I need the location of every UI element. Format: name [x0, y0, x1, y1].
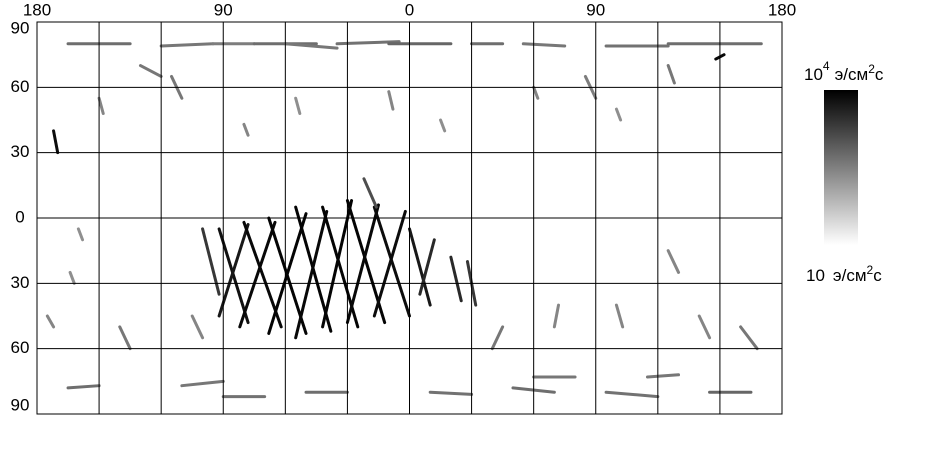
x-tick-label: 90 — [214, 0, 233, 19]
track — [408, 227, 432, 307]
track — [666, 249, 681, 274]
track — [614, 107, 623, 122]
track — [190, 314, 205, 340]
track — [97, 96, 105, 115]
track — [267, 212, 308, 335]
track — [76, 227, 85, 242]
colorbar-min-label: 10 э/см2с — [806, 263, 882, 285]
track — [217, 227, 250, 325]
colorbar-unit: э/см — [833, 266, 867, 285]
y-tick-label: 90 — [11, 18, 30, 37]
x-tick-label: 0 — [405, 0, 414, 19]
track — [449, 255, 463, 303]
colorbar — [824, 90, 858, 245]
colorbar-min-base: 10 — [806, 266, 825, 285]
track — [345, 203, 380, 325]
track — [439, 118, 447, 133]
y-tick-label: 60 — [11, 77, 30, 96]
track — [532, 85, 540, 100]
track — [180, 379, 225, 388]
track — [294, 96, 302, 115]
y-tick-label: 0 — [15, 207, 24, 226]
y-tick-label: 60 — [11, 338, 30, 357]
track — [614, 303, 625, 329]
y-tick-label: 30 — [11, 142, 30, 161]
track — [52, 129, 60, 155]
track — [604, 390, 660, 399]
x-tick-label: 180 — [23, 0, 51, 19]
track — [697, 314, 712, 340]
x-tick-label: 180 — [768, 0, 796, 19]
track — [118, 325, 132, 351]
track — [428, 390, 474, 396]
colorbar-unit-end: с — [875, 65, 884, 84]
track — [159, 42, 215, 48]
colorbar-unit-exp: 2 — [868, 62, 875, 76]
y-tick-label: 90 — [11, 395, 30, 414]
track — [362, 177, 378, 209]
y-tick-label: 30 — [11, 273, 30, 292]
tracks — [45, 40, 763, 399]
track — [138, 64, 163, 78]
track — [321, 199, 354, 329]
track — [387, 90, 395, 111]
track — [66, 384, 101, 390]
colorbar-unit-end: с — [873, 266, 882, 285]
track — [645, 373, 681, 379]
track — [739, 325, 759, 351]
colorbar-max-label: 104 э/см2с — [804, 59, 884, 84]
track — [490, 325, 505, 351]
track — [217, 223, 250, 318]
x-tick-label: 90 — [586, 0, 605, 19]
track — [283, 42, 339, 50]
track — [521, 42, 567, 48]
track — [45, 314, 56, 329]
track — [552, 303, 560, 329]
track — [201, 227, 221, 296]
colorbar-unit-exp: 2 — [867, 263, 874, 277]
colorbar-unit: э/см — [835, 65, 869, 84]
track — [242, 122, 250, 137]
track — [238, 220, 277, 329]
track — [372, 209, 407, 318]
colorbar-max-exp: 4 — [823, 59, 830, 73]
track — [666, 64, 676, 85]
colorbar-max-base: 10 — [804, 65, 823, 84]
track — [294, 209, 329, 340]
track — [68, 270, 76, 285]
track — [418, 238, 436, 296]
